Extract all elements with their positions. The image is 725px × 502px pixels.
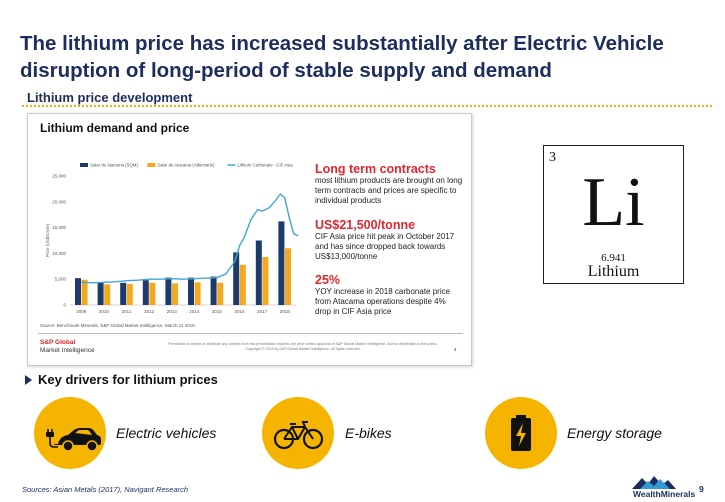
chart-source-note: Source: Benchmark Minerals, S&P Global M… xyxy=(40,323,196,328)
panel-page-number: 4 xyxy=(454,347,457,352)
sources-footnote: Sources: Asian Metals (2017), Navigant R… xyxy=(22,485,189,494)
series-line-cif-asia xyxy=(81,193,299,284)
lithium-element-tile: 3 Li 6.941 Lithium xyxy=(543,145,684,284)
driver-label-electric-vehicles: Electric vehicles xyxy=(116,425,217,441)
key-drivers-title: Key drivers for lithium prices xyxy=(38,372,218,387)
panel-divider xyxy=(38,333,463,334)
highlight-text: CIF Asia price hit peak in October 2017 … xyxy=(315,232,455,261)
x-tick-label: 2015 xyxy=(212,309,223,314)
highlight-text: most lithium products are brought on lon… xyxy=(315,176,463,205)
legend-entry: Salar de Atacama (SQM) xyxy=(90,163,138,168)
highlight-peak-price: US$21,500/tonne CIF Asia price hit peak … xyxy=(315,218,463,262)
bar-sqm xyxy=(278,221,285,305)
x-tick-label: 2010 xyxy=(99,309,110,314)
driver-label-e-bikes: E-bikes xyxy=(345,425,392,441)
bar-albemarle xyxy=(262,257,269,305)
highlight-heading: Long term contracts xyxy=(315,162,436,176)
legend-swatch xyxy=(147,163,156,167)
legend-swatch xyxy=(80,163,88,167)
highlight-heading: US$21,500/tonne xyxy=(315,218,416,232)
slide-title: The lithium price has increased substant… xyxy=(20,32,664,82)
bar-albemarle xyxy=(194,282,201,305)
y-tick-label: 20,000 xyxy=(52,199,66,204)
y-tick-label: 25,000 xyxy=(52,174,66,179)
bar-albemarle xyxy=(149,282,156,305)
element-symbol: Li xyxy=(582,164,645,241)
bar-sqm xyxy=(188,277,194,305)
highlight-yoy-increase: 25% YOY increase in 2018 carbonate price… xyxy=(315,273,463,317)
sp-global-subtitle: Market Intelligence xyxy=(40,347,95,354)
x-tick-label: 2011 xyxy=(122,309,132,314)
bicycle-icon xyxy=(262,397,334,469)
company-logo-text: WealthMinerals xyxy=(633,489,696,499)
subtitle-divider xyxy=(22,105,712,107)
bar-albemarle xyxy=(126,283,133,305)
slide-subtitle: Lithium price development xyxy=(27,90,193,105)
panel-title: Lithium demand and price xyxy=(40,121,190,135)
bar-sqm xyxy=(233,252,240,305)
electric-car-icon xyxy=(34,397,106,469)
page-number: 9 xyxy=(699,484,704,494)
sp-global-logo: S&P Global xyxy=(40,339,76,346)
bar-albemarle xyxy=(239,264,246,305)
atomic-number: 3 xyxy=(549,150,556,165)
bar-albemarle xyxy=(172,283,178,305)
y-tick-label: 0 xyxy=(63,303,66,308)
element-name: Lithium xyxy=(587,263,640,280)
chart-panel: Lithium demand and price 0 5,000 10,000 15,… xyxy=(27,113,472,366)
x-tick-label: 2012 xyxy=(144,309,155,314)
highlight-heading: 25% xyxy=(315,273,341,287)
y-tick-label: 15,000 xyxy=(52,225,66,230)
x-tick-label: 2009 xyxy=(76,309,87,314)
bar-sqm xyxy=(75,278,81,305)
bullet-arrow-icon xyxy=(25,375,32,385)
bar-albemarle xyxy=(104,284,111,305)
bar-sqm xyxy=(210,276,217,305)
highlight-long-term-contracts: Long term contracts most lithium product… xyxy=(315,162,463,206)
y-tick-label: 10,000 xyxy=(52,251,66,256)
bar-albemarle xyxy=(285,248,291,305)
bar-sqm xyxy=(255,240,262,305)
atomic-mass: 6.941 xyxy=(601,252,626,264)
bar-sqm xyxy=(97,282,104,305)
x-tick-label: 2018 xyxy=(280,309,291,314)
x-tick-label: 2013 xyxy=(167,309,178,314)
bar-sqm xyxy=(142,280,149,305)
mountain-logo-icon xyxy=(632,476,676,489)
y-axis-label: Price (US$/tonne) xyxy=(45,223,50,257)
legend-entry: Salar de Atacama (Albemarle) xyxy=(157,163,215,168)
bar-albemarle xyxy=(217,282,224,305)
x-tick-label: 2017 xyxy=(257,309,268,314)
driver-label-energy-storage: Energy storage xyxy=(567,425,662,441)
legend-entry: Lithium Carbonate - CIF Asia xyxy=(238,163,294,168)
y-tick-label: 5,000 xyxy=(55,277,67,282)
bar-albemarle xyxy=(81,279,88,305)
bar-sqm xyxy=(165,277,172,305)
lithium-price-chart: 0 5,000 10,000 15,000 20,000 25,000 Price (US$… xyxy=(45,163,299,314)
battery-icon xyxy=(485,397,557,469)
bar-sqm xyxy=(120,282,127,305)
copyright-note: Permission to reprint or distribute any … xyxy=(168,342,438,351)
x-tick-label: 2014 xyxy=(189,309,200,314)
highlight-text: YOY increase in 2018 carbonate price fro… xyxy=(315,287,451,316)
x-tick-label: 2016 xyxy=(234,309,245,314)
